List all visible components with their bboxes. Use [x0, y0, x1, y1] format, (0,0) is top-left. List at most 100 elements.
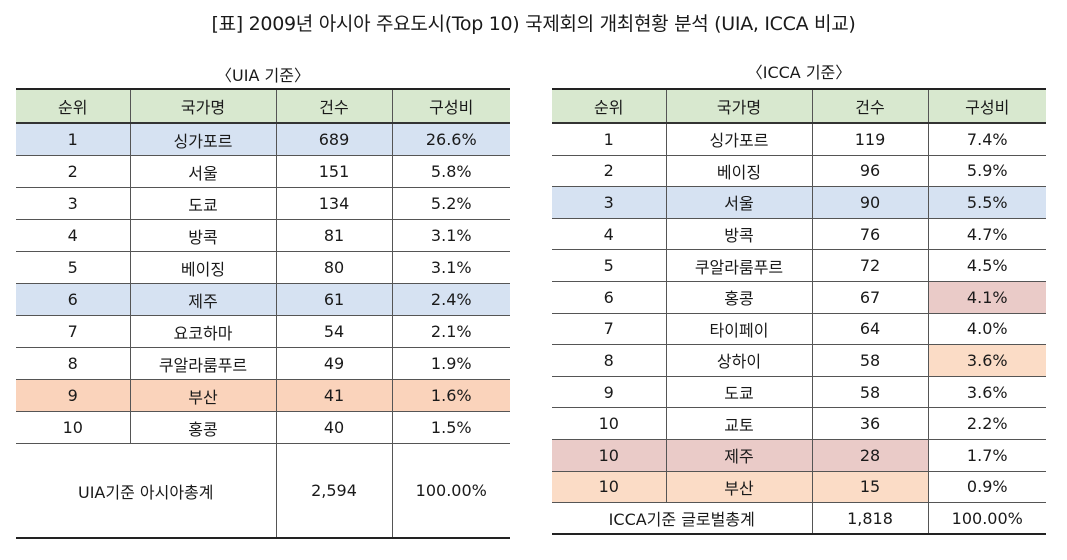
count-cell: 36	[811, 407, 929, 440]
city-cell: 타이페이	[665, 312, 813, 346]
table-row: 3 서울 90 5.5%	[552, 186, 1046, 219]
total-share: 100.00%	[927, 502, 1046, 535]
total-row: UIA기준 아시아총계 2,594 100.00%	[16, 443, 510, 539]
city-cell: 홍콩	[129, 411, 277, 444]
table-row: 9 부산 41 1.6%	[16, 379, 510, 412]
share-cell: 4.7%	[927, 217, 1046, 251]
header-city: 국가명	[129, 88, 277, 124]
city-cell: 방콕	[665, 217, 813, 251]
table-row: 2 서울 151 5.8%	[16, 155, 510, 188]
count-cell: 58	[811, 344, 929, 377]
rank-cell: 6	[16, 283, 131, 316]
count-cell: 15	[811, 470, 929, 504]
uia-table-caption: 〈UIA 기준〉	[216, 66, 310, 85]
header-count: 건수	[275, 88, 393, 124]
rank-cell: 6	[552, 280, 667, 314]
rank-cell: 8	[16, 347, 131, 380]
share-cell: 1.5%	[391, 411, 510, 444]
table-row: 10 홍콩 40 1.5%	[16, 411, 510, 444]
table-row: 4 방콕 81 3.1%	[16, 219, 510, 252]
count-cell: 90	[811, 186, 929, 219]
table-row: 3 도쿄 134 5.2%	[16, 187, 510, 220]
rank-cell: 10	[552, 438, 667, 472]
header-rank: 순위	[552, 88, 667, 124]
city-cell: 베이징	[665, 154, 813, 188]
total-share: 100.00%	[391, 443, 510, 539]
table-row: 10 부산 15 0.9%	[552, 470, 1046, 504]
table-row: 5 베이징 80 3.1%	[16, 251, 510, 284]
city-cell: 서울	[665, 186, 813, 219]
city-cell: 요코하마	[129, 315, 277, 348]
count-cell: 96	[811, 154, 929, 188]
share-cell: 5.8%	[391, 155, 510, 188]
table-row: 6 홍콩 67 4.1%	[552, 280, 1046, 314]
rank-cell: 10	[552, 407, 667, 440]
table-row: 6 제주 61 2.4%	[16, 283, 510, 316]
share-cell: 5.5%	[927, 186, 1046, 219]
share-cell: 3.6%	[927, 375, 1046, 409]
rank-cell: 9	[552, 375, 667, 409]
count-cell: 80	[275, 251, 393, 284]
total-count: 2,594	[275, 443, 393, 539]
share-cell: 2.2%	[927, 407, 1046, 440]
icca-table-caption: 〈ICCA 기준〉	[746, 63, 852, 82]
rank-cell: 10	[552, 470, 667, 504]
city-cell: 방콕	[129, 219, 277, 252]
city-cell: 부산	[129, 379, 277, 412]
count-cell: 49	[275, 347, 393, 380]
city-cell: 싱가포르	[665, 122, 813, 156]
table-row: 8 쿠알라룸푸르 49 1.9%	[16, 347, 510, 380]
rank-cell: 1	[552, 122, 667, 156]
table-row: 1 싱가포르 119 7.4%	[552, 122, 1046, 156]
share-cell: 5.2%	[391, 187, 510, 220]
city-cell: 부산	[665, 470, 813, 504]
rank-cell: 3	[16, 187, 131, 220]
total-count: 1,818	[811, 502, 929, 535]
count-cell: 40	[275, 411, 393, 444]
count-cell: 689	[275, 122, 393, 156]
share-cell: 3.1%	[391, 251, 510, 284]
count-cell: 64	[811, 312, 929, 346]
share-cell: 1.6%	[391, 379, 510, 412]
table-row: 9 도쿄 58 3.6%	[552, 375, 1046, 409]
header-share: 구성비	[391, 88, 510, 124]
table-header-row: 순위 국가명 건수 구성비	[16, 88, 510, 124]
count-cell: 119	[811, 122, 929, 156]
city-cell: 홍콩	[665, 280, 813, 314]
total-label: ICCA기준 글로벌총계	[552, 502, 813, 535]
city-cell: 상하이	[665, 344, 813, 377]
count-cell: 61	[275, 283, 393, 316]
city-cell: 쿠알라룸푸르	[665, 249, 813, 282]
count-cell: 72	[811, 249, 929, 282]
share-cell: 26.6%	[391, 122, 510, 156]
count-cell: 58	[811, 375, 929, 409]
count-cell: 134	[275, 187, 393, 220]
page-title: [표] 2009년 아시아 주요도시(Top 10) 국제회의 개최현황 분석 …	[211, 13, 856, 35]
table-row: 7 타이페이 64 4.0%	[552, 312, 1046, 346]
share-cell: 2.4%	[391, 283, 510, 316]
rank-cell: 7	[16, 315, 131, 348]
share-cell: 3.6%	[927, 344, 1046, 377]
share-cell: 4.0%	[927, 312, 1046, 346]
total-row: ICCA기준 글로벌총계 1,818 100.00%	[552, 502, 1046, 535]
share-cell: 7.4%	[927, 122, 1046, 156]
city-cell: 제주	[129, 283, 277, 316]
count-cell: 81	[275, 219, 393, 252]
table-row: 1 싱가포르 689 26.6%	[16, 122, 510, 156]
rank-cell: 9	[16, 379, 131, 412]
rank-cell: 7	[552, 312, 667, 346]
share-cell: 0.9%	[927, 470, 1046, 504]
count-cell: 54	[275, 315, 393, 348]
share-cell: 1.7%	[927, 438, 1046, 472]
rank-cell: 3	[552, 186, 667, 219]
city-cell: 제주	[665, 438, 813, 472]
count-cell: 41	[275, 379, 393, 412]
table-row: 10 교토 36 2.2%	[552, 407, 1046, 440]
rank-cell: 5	[552, 249, 667, 282]
header-rank: 순위	[16, 88, 131, 124]
city-cell: 서울	[129, 155, 277, 188]
city-cell: 교토	[665, 407, 813, 440]
rank-cell: 2	[552, 154, 667, 188]
share-cell: 2.1%	[391, 315, 510, 348]
